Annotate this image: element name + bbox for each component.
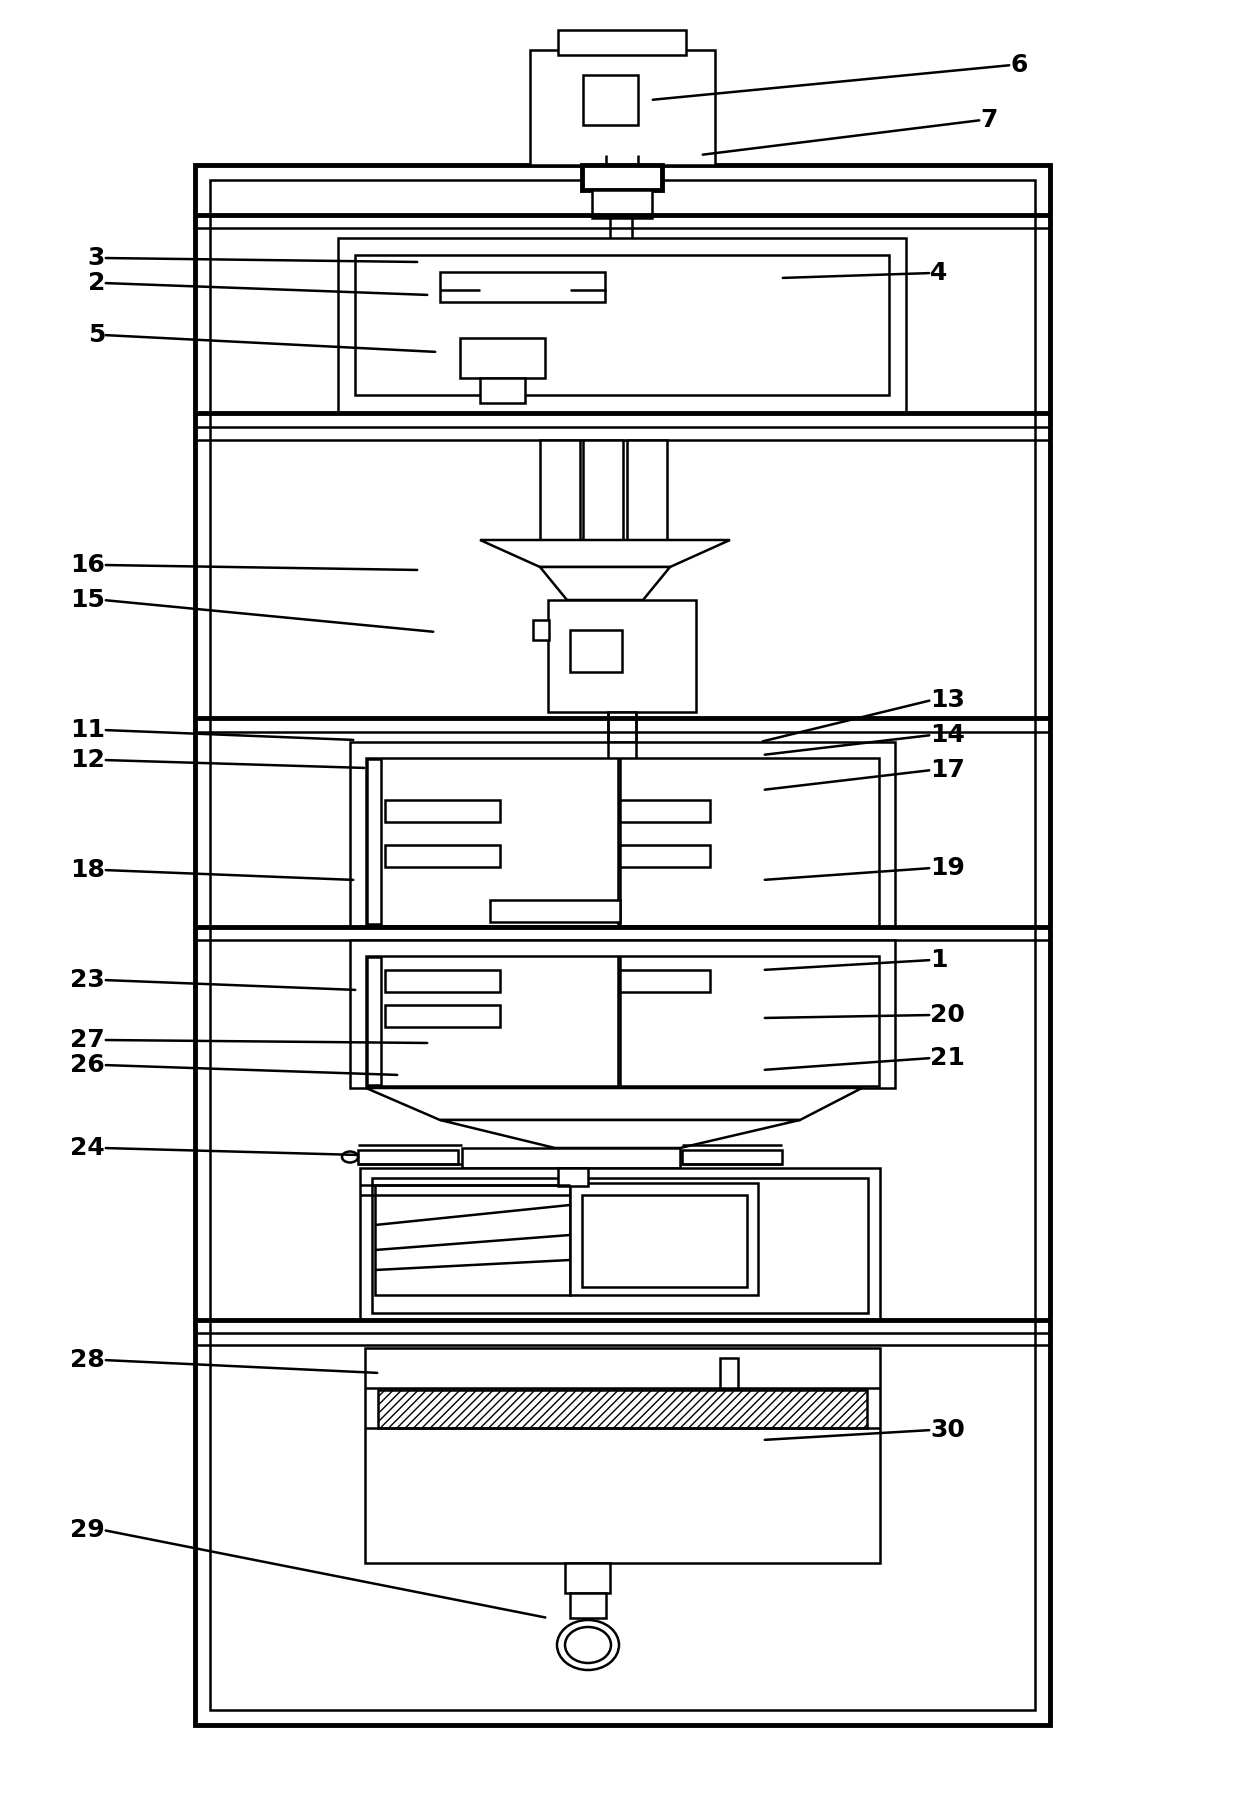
Bar bbox=[570, 1184, 758, 1294]
Text: 17: 17 bbox=[930, 758, 965, 782]
Bar bbox=[355, 255, 889, 395]
Text: 6: 6 bbox=[1011, 52, 1028, 78]
Bar bbox=[366, 956, 879, 1086]
Bar bbox=[539, 440, 580, 539]
Bar bbox=[558, 31, 686, 54]
Bar bbox=[570, 630, 622, 672]
Text: 27: 27 bbox=[71, 1028, 105, 1052]
Bar bbox=[570, 1593, 606, 1618]
Bar bbox=[360, 1167, 880, 1319]
Bar bbox=[620, 970, 711, 992]
Ellipse shape bbox=[565, 1627, 611, 1663]
Bar bbox=[463, 1148, 680, 1167]
Bar bbox=[365, 1348, 880, 1564]
Bar bbox=[384, 800, 500, 822]
Bar bbox=[583, 74, 639, 125]
Text: 20: 20 bbox=[930, 1003, 965, 1026]
Bar bbox=[384, 1005, 500, 1026]
Bar bbox=[591, 190, 652, 217]
Bar bbox=[372, 1178, 868, 1312]
Bar bbox=[551, 1218, 595, 1233]
Bar bbox=[582, 1195, 746, 1287]
Bar bbox=[627, 440, 667, 539]
Text: 13: 13 bbox=[930, 688, 965, 711]
Bar bbox=[620, 800, 711, 822]
Bar bbox=[548, 599, 696, 711]
Bar bbox=[210, 179, 1035, 1710]
Bar bbox=[490, 900, 620, 921]
Ellipse shape bbox=[342, 1151, 358, 1162]
Text: 5: 5 bbox=[88, 322, 105, 348]
Bar bbox=[350, 939, 895, 1088]
Polygon shape bbox=[366, 1088, 862, 1120]
Bar bbox=[682, 1149, 782, 1164]
Text: 11: 11 bbox=[69, 719, 105, 742]
Bar bbox=[384, 845, 500, 867]
Bar bbox=[565, 1564, 610, 1593]
Text: 26: 26 bbox=[71, 1053, 105, 1077]
Bar bbox=[558, 1167, 588, 1186]
Bar bbox=[533, 621, 549, 641]
Bar bbox=[350, 742, 895, 927]
Polygon shape bbox=[539, 567, 670, 599]
Text: 15: 15 bbox=[71, 588, 105, 612]
Bar bbox=[384, 970, 500, 992]
Bar bbox=[529, 51, 715, 165]
Text: 19: 19 bbox=[930, 856, 965, 880]
Bar bbox=[367, 758, 381, 923]
Bar bbox=[608, 711, 636, 742]
Bar bbox=[620, 845, 711, 867]
Bar bbox=[195, 165, 1050, 1725]
Text: 29: 29 bbox=[71, 1519, 105, 1542]
Bar bbox=[440, 272, 605, 302]
Bar bbox=[720, 1358, 738, 1388]
Ellipse shape bbox=[557, 1620, 619, 1671]
Text: 3: 3 bbox=[88, 246, 105, 270]
Bar bbox=[583, 440, 622, 539]
Text: 24: 24 bbox=[71, 1137, 105, 1160]
Text: 1: 1 bbox=[930, 948, 947, 972]
Polygon shape bbox=[440, 1120, 800, 1148]
Bar bbox=[367, 957, 381, 1084]
Bar bbox=[358, 1149, 458, 1164]
Text: 18: 18 bbox=[71, 858, 105, 881]
Bar bbox=[374, 1186, 570, 1294]
Text: 4: 4 bbox=[930, 261, 947, 284]
Text: 21: 21 bbox=[930, 1046, 965, 1070]
Bar bbox=[366, 758, 879, 927]
Bar bbox=[339, 237, 906, 413]
Text: 16: 16 bbox=[71, 554, 105, 577]
Text: 7: 7 bbox=[980, 109, 997, 132]
Text: 2: 2 bbox=[88, 272, 105, 295]
Text: 28: 28 bbox=[71, 1348, 105, 1372]
Bar bbox=[480, 378, 525, 404]
Text: 30: 30 bbox=[930, 1417, 965, 1443]
Text: 14: 14 bbox=[930, 722, 965, 748]
Bar bbox=[460, 338, 546, 378]
Bar bbox=[378, 1390, 867, 1428]
Text: 23: 23 bbox=[71, 968, 105, 992]
Bar bbox=[558, 1167, 588, 1196]
Bar bbox=[582, 165, 662, 190]
Polygon shape bbox=[480, 539, 730, 567]
Text: 12: 12 bbox=[71, 748, 105, 773]
